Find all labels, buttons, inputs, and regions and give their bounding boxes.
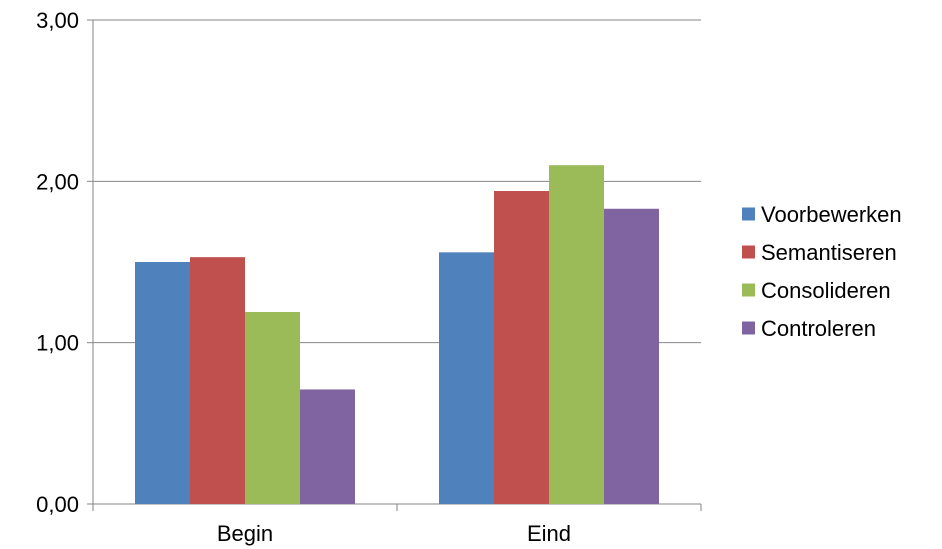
legend-swatch <box>742 321 755 335</box>
bar-controleren-begin <box>300 389 355 504</box>
legend: Voorbewerken Semantiseren Consolideren Cont… <box>742 202 902 341</box>
legend-label: Semantiseren <box>761 240 897 265</box>
bar-voorbewerken-begin <box>135 262 190 504</box>
bars <box>135 165 659 504</box>
legend-label: Controleren <box>761 316 876 341</box>
y-tick-label: 2,00 <box>36 169 79 194</box>
y-tick-label: 1,00 <box>36 331 79 356</box>
bar-semantiseren-eind <box>494 191 549 504</box>
legend-swatch <box>742 207 755 221</box>
legend-label: Voorbewerken <box>761 202 902 227</box>
x-tick-label: Begin <box>217 521 273 546</box>
legend-label: Consolideren <box>761 278 891 303</box>
bar-voorbewerken-eind <box>439 252 494 504</box>
legend-swatch <box>742 283 755 297</box>
y-tick-label: 3,00 <box>36 8 79 33</box>
legend-swatch <box>742 245 755 259</box>
y-tick-labels: 0,00 1,00 2,00 3,00 <box>36 8 79 517</box>
x-tick-label: Eind <box>527 521 571 546</box>
y-tick-label: 0,00 <box>36 492 79 517</box>
x-tick-labels: Begin Eind <box>217 521 571 546</box>
bar-consolideren-begin <box>245 312 300 504</box>
bar-semantiseren-begin <box>190 257 245 504</box>
bar-consolideren-eind <box>549 165 604 504</box>
bar-controleren-eind <box>604 208 659 504</box>
